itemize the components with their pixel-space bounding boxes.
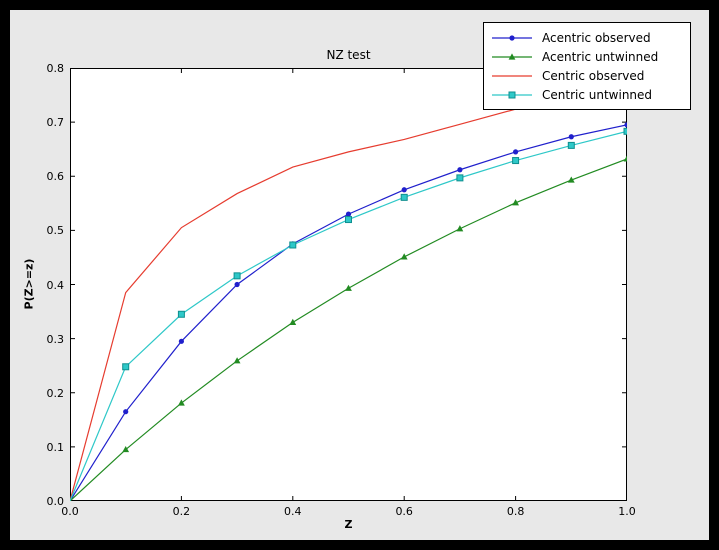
plot-area	[70, 68, 627, 501]
legend-line-sample	[492, 34, 532, 41]
y-tick-label: 0.1	[46, 440, 65, 454]
x-axis-label: Z	[344, 518, 353, 531]
legend-entry: Centric observed	[490, 66, 684, 85]
legend-line-sample	[492, 91, 532, 98]
legend-label: Centric observed	[542, 68, 645, 83]
y-tick-label: 0.3	[46, 332, 65, 346]
y-tick-label: 0.6	[46, 170, 65, 184]
y-tick-label: 0.4	[46, 278, 65, 292]
y-tick-label: 0.7	[46, 116, 65, 130]
legend-entry: Acentric observed	[490, 28, 684, 47]
x-tick-label: 0.0	[61, 505, 79, 518]
x-tick-label: 0.8	[506, 505, 525, 518]
plot-svg	[70, 68, 627, 501]
legend-entry: Acentric untwinned	[490, 47, 684, 66]
x-tick-label: 0.4	[284, 505, 302, 518]
x-tick-label: 1.0	[618, 505, 636, 518]
legend: Acentric observed Acentric untwinned Centr…	[483, 22, 691, 110]
y-tick-label: 0.8	[46, 62, 65, 75]
y-tick-label: 0.2	[46, 386, 65, 400]
y-tick-label: 0.0	[46, 495, 65, 508]
y-tick-label: 0.5	[46, 224, 65, 238]
x-tick-label: 0.6	[395, 505, 413, 518]
legend-line-sample	[492, 52, 532, 60]
figure-canvas: NZ test P(Z>=z) Z 0.0 0.2 0.4 0.6 0.8 1.0 0.0…	[10, 10, 709, 540]
x-tick-label: 0.2	[172, 505, 191, 518]
chart-title: NZ test	[326, 48, 371, 62]
legend-label: Acentric observed	[542, 30, 651, 45]
legend-line-sample	[492, 74, 532, 77]
legend-entry: Centric untwinned	[490, 85, 684, 104]
legend-label: Centric untwinned	[542, 87, 653, 102]
legend-label: Acentric untwinned	[542, 49, 659, 64]
